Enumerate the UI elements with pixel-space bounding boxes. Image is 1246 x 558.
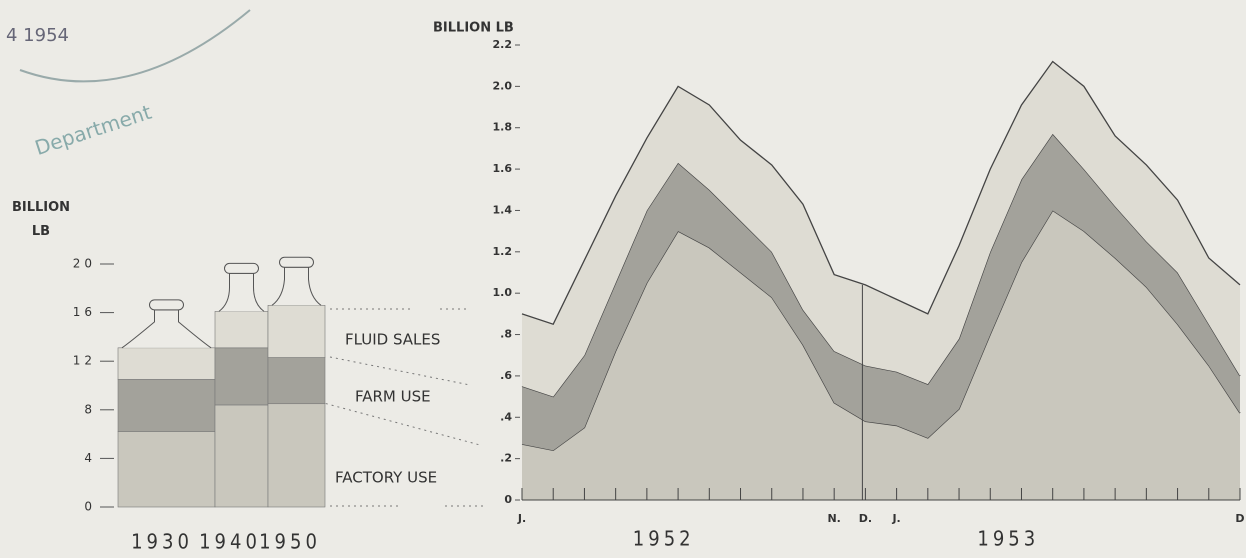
- x-tick-label: 1930: [131, 530, 193, 554]
- bottle-cap: [280, 257, 314, 267]
- y-tick-label: 2.0: [493, 79, 513, 92]
- y-tick-label: 0: [504, 493, 512, 506]
- y-tick-label: .2: [500, 452, 512, 465]
- stamp-date: 4 1954: [6, 25, 69, 46]
- x-tick-label: 1950: [259, 530, 321, 554]
- legend-label: FARM USE: [355, 388, 431, 406]
- x-tick-label: 1940: [199, 530, 261, 554]
- bottle-neck: [219, 273, 264, 311]
- y-tick-label: 20: [73, 257, 96, 271]
- x-tick-label: J.: [517, 512, 526, 525]
- bar-segment: [268, 305, 325, 357]
- y-tick-label: .4: [500, 410, 512, 423]
- bar-segment: [268, 358, 325, 404]
- stamp-text: Department: [32, 100, 155, 160]
- y-tick-label: 1.4: [493, 203, 513, 216]
- bar-segment: [215, 405, 268, 507]
- year-label: 1953: [977, 527, 1039, 551]
- y-tick-label: 16: [73, 305, 96, 319]
- bar-segment: [268, 404, 325, 507]
- y-tick-label: .8: [500, 328, 512, 341]
- y-tick-label: 1.8: [493, 121, 513, 134]
- y-axis-label: BILLION LB: [10, 196, 72, 244]
- bar-segment: [118, 432, 215, 507]
- bottle-neck: [272, 267, 321, 305]
- y-tick-label: 0: [84, 500, 96, 514]
- x-tick-label: D: [1235, 512, 1244, 525]
- y-tick-label: 1.6: [493, 162, 513, 175]
- bar-segment: [215, 348, 268, 405]
- x-tick-label: D.: [859, 512, 872, 525]
- bar-segment: [118, 379, 215, 431]
- y-axis-label: BILLION LB: [433, 21, 514, 36]
- legend-label: FACTORY USE: [335, 469, 437, 487]
- y-tick-label: 1.2: [493, 245, 513, 258]
- x-tick-label: J.: [891, 512, 900, 525]
- bottle-cap: [225, 263, 259, 273]
- y-tick-label: 4: [84, 451, 96, 465]
- y-tick-label: 12: [73, 354, 96, 368]
- y-tick-label: .6: [500, 369, 512, 382]
- y-tick-label: 8: [84, 402, 96, 416]
- page: 4 1954 Department 0 4 8 12 16 20 193019401950 F…: [0, 0, 1246, 558]
- y-tick-label: 2.2: [493, 38, 513, 51]
- y-tick-label: 1.0: [493, 286, 513, 299]
- chart: 4 1954 Department 0 4 8 12 16 20 193019401950 F…: [0, 0, 1246, 558]
- year-label: 1952: [633, 527, 695, 551]
- bottle-neck: [122, 310, 211, 348]
- legend-label: FLUID SALES: [345, 331, 440, 349]
- bar-segment: [118, 348, 215, 380]
- bar-segment: [215, 311, 268, 347]
- x-tick-label: N.: [827, 512, 840, 525]
- bottle-cap: [150, 300, 184, 310]
